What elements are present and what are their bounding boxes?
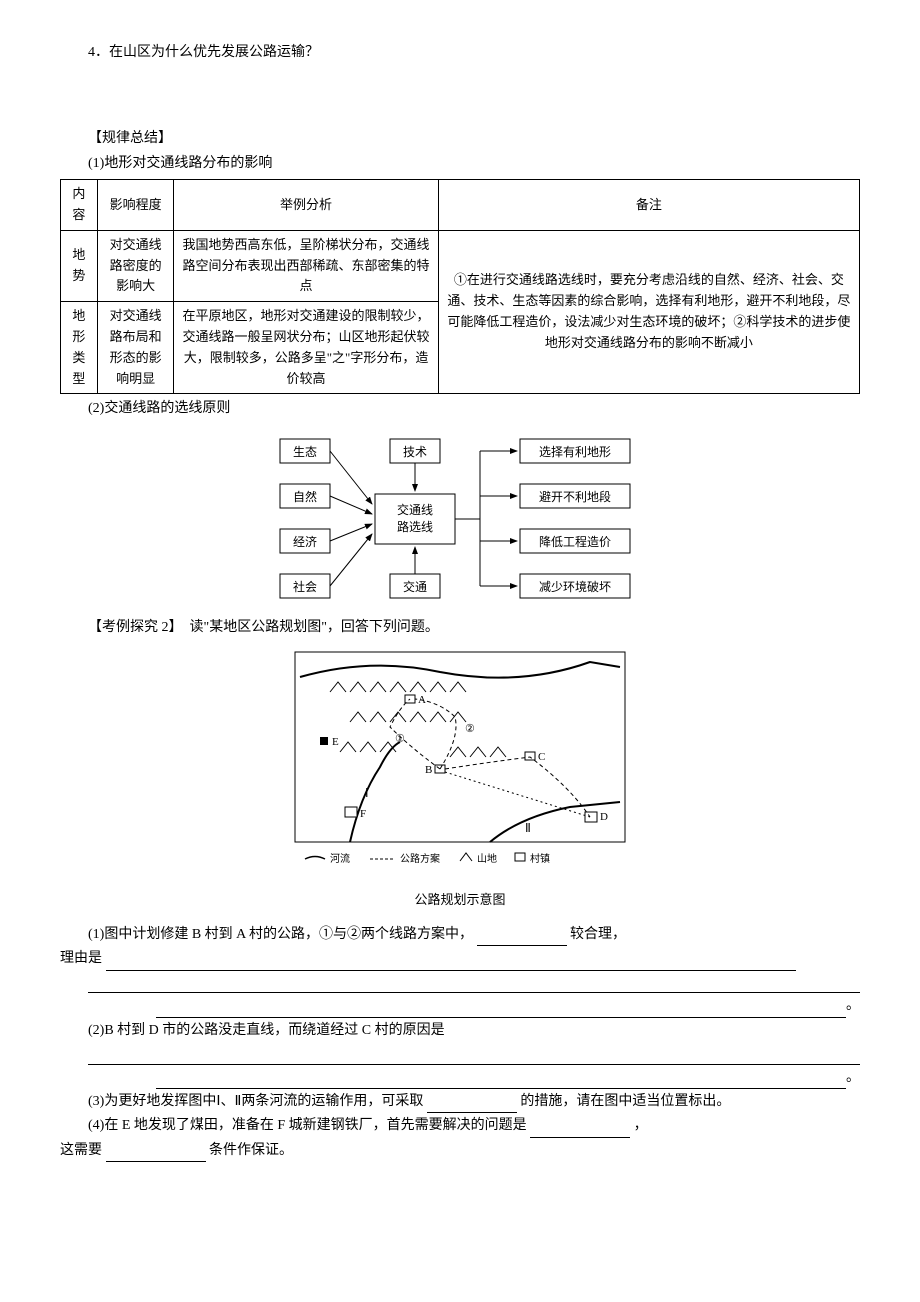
svg-text:Ⅱ: Ⅱ bbox=[525, 821, 531, 835]
q1-text-c: 理由是 bbox=[60, 951, 102, 966]
svg-text:避开不利地段: 避开不利地段 bbox=[539, 489, 611, 504]
subsection-1: (1)地形对交通线路分布的影响 bbox=[60, 153, 860, 175]
svg-text:D: D bbox=[600, 811, 608, 823]
svg-text:山地: 山地 bbox=[477, 852, 497, 865]
sub-question-1-reason: 理由是 bbox=[60, 948, 860, 970]
svg-text:C: C bbox=[538, 751, 545, 763]
bottom-box: 交通 bbox=[390, 574, 440, 598]
road-map: Ⅰ Ⅱ A B C D E F ① ② 河流 公路方案 山地 村镇 bbox=[60, 647, 860, 877]
svg-text:社会: 社会 bbox=[293, 579, 317, 594]
svg-text:生态: 生态 bbox=[293, 445, 317, 459]
svg-text:Ⅰ: Ⅰ bbox=[365, 786, 369, 800]
cell-c1: 地形类型 bbox=[61, 302, 98, 394]
right-box-2: 降低工程造价 bbox=[520, 529, 630, 553]
svg-text:交通: 交通 bbox=[403, 579, 427, 594]
q4-text-b: ， bbox=[634, 1118, 648, 1133]
left-box-1: 自然 bbox=[280, 484, 330, 508]
svg-text:自然: 自然 bbox=[293, 489, 317, 504]
blank[interactable] bbox=[106, 1144, 206, 1162]
svg-text:交通线: 交通线 bbox=[397, 502, 433, 517]
q1-text-a: (1)图中计划修建 B 村到 A 村的公路，①与②两个线路方案中， bbox=[88, 927, 473, 942]
svg-text:选择有利地形: 选择有利地形 bbox=[539, 445, 611, 459]
influence-table: 内容 影响程度 举例分析 备注 地势 对交通线路密度的影响大 我国地势西高东低，… bbox=[60, 179, 860, 394]
svg-text:②: ② bbox=[465, 723, 475, 735]
table-row: 地势 对交通线路密度的影响大 我国地势西高东低，呈阶梯状分布，交通线路空间分布表… bbox=[61, 230, 860, 301]
th-degree: 影响程度 bbox=[97, 180, 173, 231]
q3-text-a: (3)为更好地发挥图中Ⅰ、Ⅱ两条河流的运输作用，可采取 bbox=[88, 1094, 423, 1109]
right-box-3: 减少环境破坏 bbox=[520, 574, 630, 598]
svg-text:F: F bbox=[360, 808, 366, 820]
blank[interactable] bbox=[477, 929, 567, 947]
example-2-title: 【考例探究 2】 读"某地区公路规划图"，回答下列问题。 bbox=[60, 617, 860, 639]
blank[interactable] bbox=[156, 1000, 846, 1018]
blank[interactable] bbox=[106, 953, 796, 971]
blank-line[interactable] bbox=[88, 973, 860, 994]
th-note: 备注 bbox=[438, 180, 859, 231]
th-content: 内容 bbox=[61, 180, 98, 231]
map-caption: 公路规划示意图 bbox=[60, 890, 860, 911]
right-box-1: 避开不利地段 bbox=[520, 484, 630, 508]
svg-text:河流: 河流 bbox=[330, 852, 350, 865]
left-box-3: 社会 bbox=[280, 574, 330, 598]
sub-question-4: (4)在 E 地发现了煤田，准备在 F 城新建钢铁厂，首先需要解决的问题是 ， bbox=[60, 1115, 860, 1137]
cell-c3: 在平原地区，地形对交通建设的限制较少，交通线路一般呈网状分布；山区地形起伏较大，… bbox=[174, 302, 439, 394]
svg-text:降低工程造价: 降低工程造价 bbox=[539, 534, 611, 549]
q1-text-b: 较合理， bbox=[570, 927, 626, 942]
svg-text:①: ① bbox=[395, 733, 405, 745]
section-title: 【规律总结】 bbox=[60, 128, 860, 150]
q3-text-b: 的措施，请在图中适当位置标出。 bbox=[520, 1094, 730, 1109]
sub-question-2: (2)B 村到 D 市的公路没走直线，而绕道经过 C 村的原因是 bbox=[60, 1020, 860, 1042]
svg-text:村镇: 村镇 bbox=[530, 852, 550, 865]
left-box-2: 经济 bbox=[280, 529, 330, 553]
cell-c2: 对交通线路密度的影响大 bbox=[97, 230, 173, 301]
right-box-0: 选择有利地形 bbox=[520, 439, 630, 463]
question-4: 4．在山区为什么优先发展公路运输？ bbox=[60, 42, 860, 64]
blank-space bbox=[60, 66, 860, 126]
sub-question-1: (1)图中计划修建 B 村到 A 村的公路，①与②两个线路方案中， 较合理， bbox=[60, 924, 860, 946]
cell-note: ①在进行交通线路选线时，要充分考虑沿线的自然、经济、社会、交通、技术、生态等因素… bbox=[438, 230, 859, 394]
svg-text:技术: 技术 bbox=[403, 445, 427, 459]
q4-text-d: 条件作保证。 bbox=[209, 1143, 293, 1158]
blank[interactable] bbox=[156, 1071, 846, 1089]
selection-diagram: 生态 自然 经济 社会 技术 交通线 路选线 交通 选择有利地形 避开不利地段 … bbox=[60, 429, 860, 609]
th-example: 举例分析 bbox=[174, 180, 439, 231]
q2-text: (2)B 村到 D 市的公路没走直线，而绕道经过 C 村的原因是 bbox=[88, 1023, 445, 1038]
blank[interactable] bbox=[530, 1120, 630, 1138]
sub-question-3: (3)为更好地发挥图中Ⅰ、Ⅱ两条河流的运输作用，可采取 的措施，请在图中适当位置… bbox=[60, 1091, 860, 1113]
table-header-row: 内容 影响程度 举例分析 备注 bbox=[61, 180, 860, 231]
svg-text:路选线: 路选线 bbox=[397, 519, 433, 534]
q4-text-a: (4)在 E 地发现了煤田，准备在 F 城新建钢铁厂，首先需要解决的问题是 bbox=[88, 1118, 527, 1133]
svg-text:B: B bbox=[425, 764, 432, 776]
left-box-0: 生态 bbox=[280, 439, 330, 463]
svg-text:减少环境破坏: 减少环境破坏 bbox=[539, 579, 611, 594]
svg-text:公路方案: 公路方案 bbox=[400, 852, 440, 865]
q4-text-c: 这需要 bbox=[60, 1143, 102, 1158]
cell-c3: 我国地势西高东低，呈阶梯状分布，交通线路空间分布表现出西部稀疏、东部密集的特点 bbox=[174, 230, 439, 301]
svg-text:经济: 经济 bbox=[293, 534, 317, 549]
subsection-2: (2)交通线路的选线原则 bbox=[60, 398, 860, 420]
cell-c1: 地势 bbox=[61, 230, 98, 301]
top-box: 技术 bbox=[390, 439, 440, 463]
blank[interactable] bbox=[427, 1096, 517, 1114]
blank-line[interactable] bbox=[88, 1044, 860, 1065]
svg-text:E: E bbox=[332, 736, 339, 748]
sub-question-4b: 这需要 条件作保证。 bbox=[60, 1140, 860, 1162]
center-box: 交通线 路选线 bbox=[375, 494, 455, 544]
cell-c2: 对交通线路布局和形态的影响明显 bbox=[97, 302, 173, 394]
